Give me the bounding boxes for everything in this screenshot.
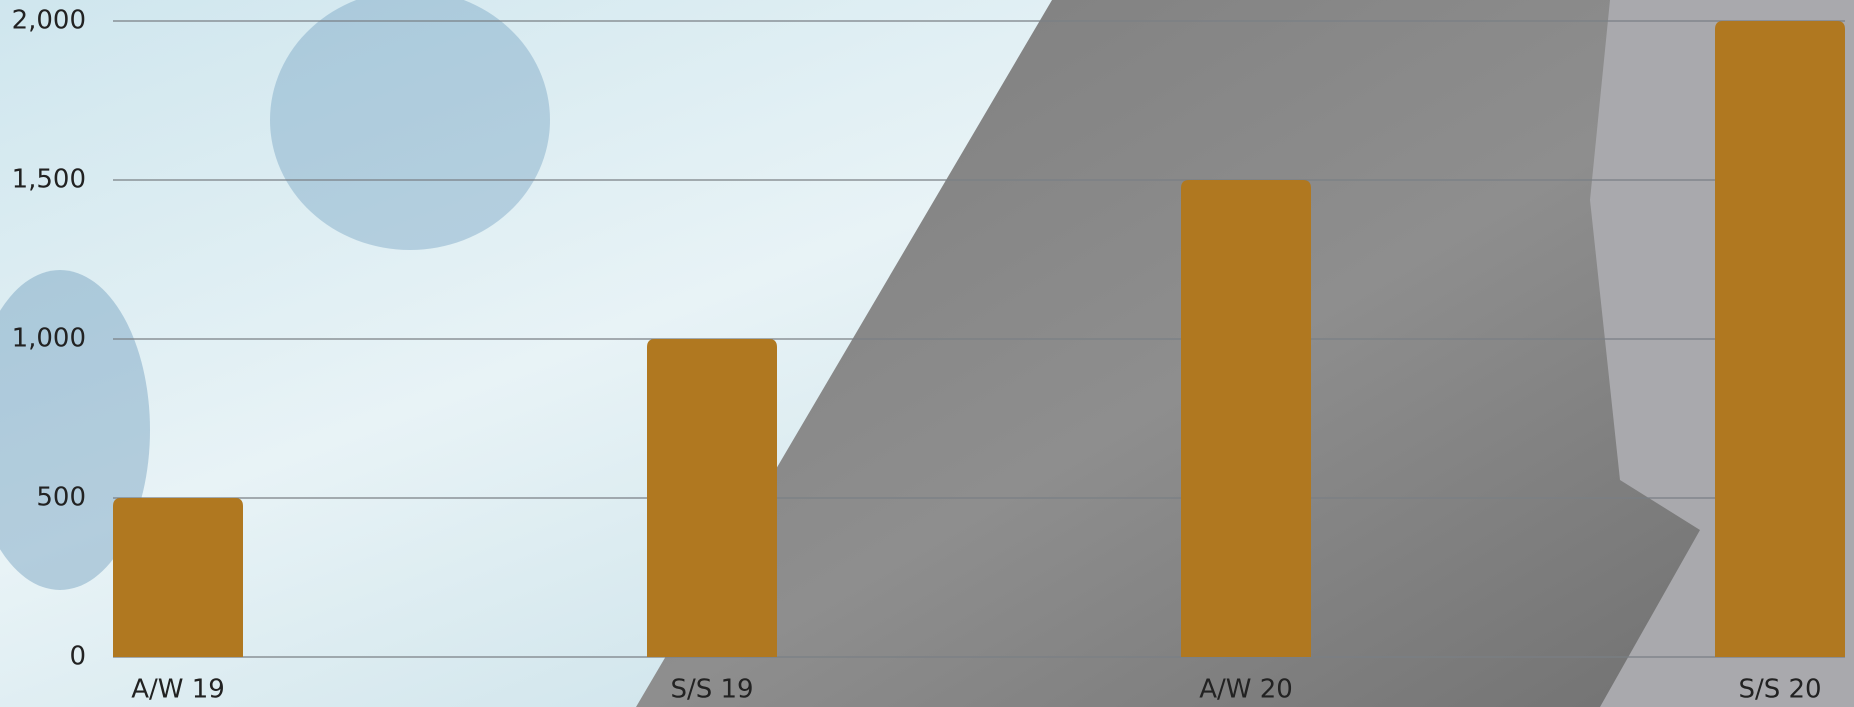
x-tick-label: S/S 19 [670,675,753,705]
y-tick-label: 0 [69,642,86,672]
bar [113,498,243,657]
y-tick-label: 1,000 [12,324,86,354]
y-tick-label: 500 [36,483,86,513]
background-shape [270,0,550,250]
bar [1715,21,1845,657]
y-tick-label: 2,000 [12,6,86,36]
bar [1181,180,1311,657]
plot: 0 500 1,000 1,500 2,000 A/W 19 S/S 19 A/W 20 S/S… [12,6,1845,705]
x-tick-label: A/W 19 [131,675,225,705]
x-tick-label: A/W 20 [1199,675,1293,705]
background-shape [0,270,150,590]
bar [647,339,777,657]
y-tick-label: 1,500 [12,165,86,195]
x-tick-label: S/S 20 [1738,675,1821,705]
